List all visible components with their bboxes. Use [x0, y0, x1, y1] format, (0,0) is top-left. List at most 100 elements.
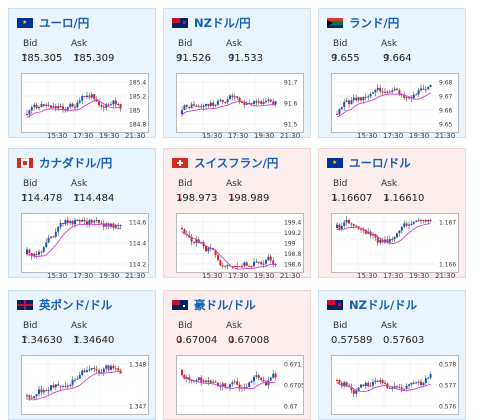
candlestick-chart[interactable]: 0.671 0.6705 0.67 — [176, 355, 304, 415]
currency-pair-title[interactable]: ユーロ/ドル — [349, 156, 411, 170]
candlestick-chart[interactable]: 199.4 199.2 199 198.8 198.6 — [176, 213, 304, 273]
candle — [379, 87, 382, 92]
candle — [241, 101, 243, 103]
candle — [26, 114, 28, 115]
candle — [391, 239, 394, 241]
candle — [74, 379, 76, 381]
candle — [33, 396, 36, 399]
y-tick-label: 199.4 — [284, 220, 301, 227]
candle — [429, 373, 432, 378]
candle — [88, 220, 91, 225]
candle — [100, 222, 103, 224]
candle — [45, 242, 48, 248]
candle — [183, 105, 186, 110]
currency-pair-title[interactable]: スイスフラン/円 — [194, 156, 279, 170]
candle — [197, 377, 200, 381]
candle — [90, 367, 93, 370]
candle — [427, 86, 430, 90]
candlestick-chart[interactable]: 185.4 185.2 185 184.8 — [21, 73, 149, 133]
candle — [352, 224, 355, 226]
rate-card-c1[interactable]: ★ ユーロ/円 Bid Ask ↑ 185.305 ↑ 185.309 185.4 185.2 18… — [8, 8, 156, 140]
candle — [396, 233, 398, 238]
ask-value: 0.57603 — [383, 335, 425, 346]
ask-label: Ask — [381, 39, 398, 49]
candlestick-chart[interactable]: 91.7 91.6 91.5 — [176, 73, 304, 133]
candlestick-chart[interactable]: 1.348 1.347 — [21, 355, 149, 415]
rate-card-c9[interactable]: NZドル/ドル Bid Ask 0.57589 0.57603 0.578 0.577 0.5… — [318, 290, 466, 420]
moving-average-line — [336, 92, 431, 118]
currency-pair-title[interactable]: NZドル/円 — [194, 16, 251, 30]
candle — [221, 265, 224, 267]
candle — [54, 106, 57, 109]
candle — [195, 380, 198, 382]
candle — [221, 383, 224, 387]
candle — [360, 228, 362, 230]
candle — [181, 109, 183, 114]
y-tick-label: 1.348 — [129, 362, 146, 369]
candle — [207, 104, 210, 107]
candle — [26, 395, 28, 397]
currency-pair-title[interactable]: NZドル/ドル — [349, 298, 418, 312]
candle — [265, 260, 267, 264]
rate-card-c5[interactable]: スイスフラン/円 Bid Ask ↓ 198.973 ↓ 198.989 199.4 199.2… — [163, 148, 311, 280]
bid-value: 198.973 — [176, 193, 218, 204]
currency-pair-title[interactable]: ユーロ/円 — [39, 16, 90, 30]
candle — [207, 247, 210, 252]
rate-card-c6[interactable]: ★ ユーロ/ドル Bid Ask ↓ 1.16607 ↓ 1.16610 1.167 1.166 1… — [318, 148, 466, 280]
candle — [190, 237, 193, 242]
rate-card-c7[interactable]: 英ポンド/ドル Bid Ask ↑ 1.34630 ↑ 1.34640 1.348 1.347 — [8, 290, 156, 420]
candle — [274, 373, 277, 378]
candle — [265, 100, 267, 103]
candle — [272, 373, 275, 378]
candle — [102, 368, 105, 373]
candle — [396, 386, 398, 388]
candle — [269, 99, 272, 102]
candlestick-chart[interactable]: 1.167 1.166 — [331, 213, 459, 273]
candle — [33, 104, 36, 107]
candle — [343, 222, 346, 227]
rate-card-c2[interactable]: NZドル/円 Bid Ask ↑ 91.526 ↑ 91.533 91.7 91.6 91.5 15… — [163, 8, 311, 140]
candle — [50, 236, 52, 238]
candle — [105, 365, 108, 369]
candle — [86, 221, 88, 225]
candle — [76, 102, 79, 108]
candle — [93, 94, 96, 99]
y-tick-label: 185.4 — [129, 80, 146, 87]
candle — [231, 266, 234, 267]
rate-card-c4[interactable]: カナダドル/円 Bid Ask ↑ 114.478 ↑ 114.484 114.6 114.4 1… — [8, 148, 156, 280]
candle — [183, 229, 186, 235]
x-tick-label: 17:30 — [383, 132, 404, 140]
candle — [255, 101, 258, 103]
x-tick-label: 21:30 — [435, 272, 456, 280]
candle — [214, 104, 217, 106]
candlestick-chart[interactable]: 0.578 0.577 0.576 — [331, 355, 459, 415]
candle — [188, 106, 191, 108]
candle — [195, 239, 198, 243]
currency-pair-title[interactable]: ランド/円 — [349, 16, 400, 30]
candlestick-chart[interactable]: 114.6 114.4 114.2 — [21, 213, 149, 273]
candle — [100, 372, 103, 374]
candle — [207, 380, 210, 383]
rate-card-c3[interactable]: ランド/円 Bid Ask ↑ 9.655 ↑ 9.664 9.68 9.67 9.66 9.65 1… — [318, 8, 466, 140]
candle — [398, 230, 401, 234]
candle — [257, 375, 260, 378]
currency-pair-title[interactable]: カナダドル/円 — [39, 156, 113, 170]
candle — [405, 97, 408, 99]
candle — [405, 385, 408, 389]
currency-pair-title[interactable]: 英ポンド/ドル — [39, 298, 113, 312]
moving-average-line — [181, 231, 276, 270]
candle — [274, 101, 277, 105]
candle — [393, 88, 396, 91]
ask-direction-arrow: ↑ — [73, 53, 82, 64]
candle — [231, 95, 234, 98]
candle — [267, 99, 270, 101]
candle — [350, 223, 353, 225]
candle — [226, 99, 229, 103]
candle — [269, 256, 272, 261]
candle — [398, 386, 401, 388]
candlestick-chart[interactable]: 9.68 9.67 9.66 9.65 — [331, 73, 459, 133]
candle — [396, 88, 398, 91]
currency-pair-title[interactable]: 豪ドル/ドル — [194, 298, 256, 312]
candle — [376, 87, 379, 90]
rate-card-c8[interactable]: 豪ドル/ドル Bid Ask ↓ 0.67004 ↓ 0.67008 0.671 0.6705 0… — [163, 290, 311, 420]
